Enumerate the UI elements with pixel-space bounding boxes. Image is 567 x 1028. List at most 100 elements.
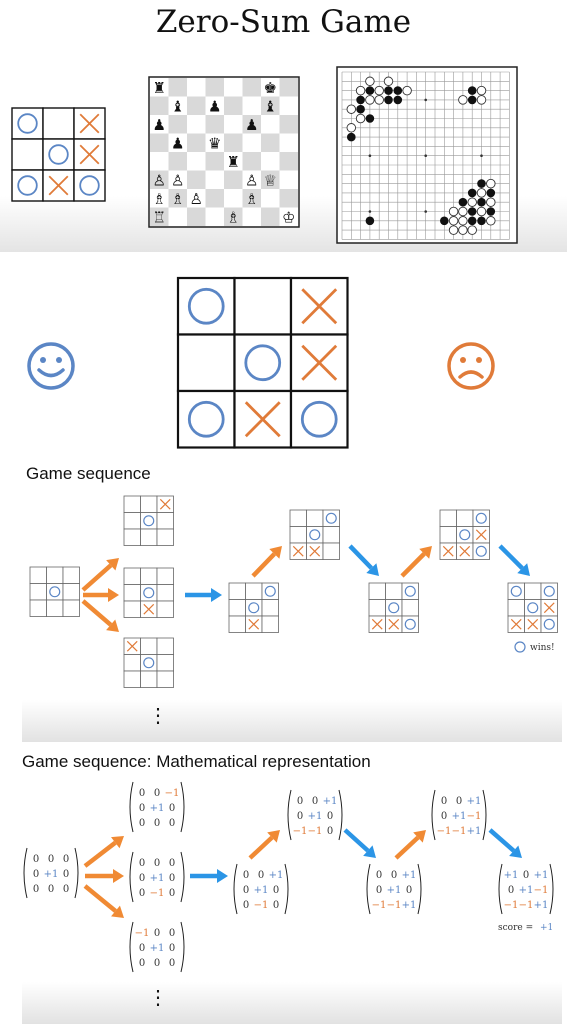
x-mark [301, 344, 338, 381]
o-mark [187, 400, 225, 438]
x-mark [371, 618, 383, 630]
board-cell [456, 526, 474, 544]
math-representation-heading: Game sequence: Mathematical representati… [22, 752, 371, 771]
o-mark [17, 113, 38, 134]
board-cell [306, 526, 324, 544]
chess-square [205, 189, 224, 208]
matrix-value: 0 [376, 870, 382, 881]
chess-square [205, 115, 224, 134]
chess-square [168, 96, 187, 115]
matrix-value: −1 [308, 826, 323, 837]
board-cell [140, 528, 158, 546]
arrow-head [113, 869, 124, 883]
chess-piece: ♙ [190, 190, 203, 208]
chess-square [261, 78, 280, 97]
x-mark [388, 618, 400, 630]
matrix-value: 0 [327, 811, 333, 822]
arrow-shaft [348, 544, 373, 570]
matrix-value: 0 [243, 900, 249, 911]
matrix-value: 0 [273, 885, 279, 896]
matrix-value: 0 [48, 854, 54, 865]
go-stone-black [458, 197, 468, 207]
matrix-value: +1 [269, 870, 284, 881]
board-cell [140, 637, 158, 655]
chess-piece: ♙ [171, 171, 184, 189]
board-cell [289, 526, 307, 544]
chess-square [261, 96, 280, 115]
board-cell [472, 509, 490, 527]
matrix-value: 0 [169, 858, 175, 869]
chess-square [187, 133, 206, 152]
chess-piece: ♔ [282, 208, 295, 226]
go-stone-white [365, 95, 375, 105]
board-cell [140, 495, 158, 513]
matrix-value: 0 [154, 788, 160, 799]
chess-square [242, 133, 261, 152]
board-cell [62, 566, 80, 584]
matrix-bracket [180, 851, 185, 903]
tictactoe-thumbnail [11, 107, 106, 202]
x-mark [248, 618, 260, 630]
o-mark [475, 512, 487, 524]
o-mark [543, 585, 555, 597]
matrix-bracket [417, 863, 422, 915]
arrow-head [106, 619, 119, 632]
board-cell [42, 138, 75, 171]
x-mark [309, 545, 321, 557]
chess-square [279, 115, 298, 134]
matrix-value: +1 [150, 943, 165, 954]
chess-square [261, 115, 280, 134]
matrix-value: −1 [467, 811, 482, 822]
go-stone-black [440, 216, 449, 226]
matrix-value: 0 [169, 943, 175, 954]
board-cell [289, 509, 307, 527]
matrix-value: 0 [441, 796, 447, 807]
matrix-value: +1 [402, 870, 417, 881]
board-cell [322, 526, 340, 544]
chess-piece: ♛ [208, 134, 221, 152]
matrix-value: 0 [139, 958, 145, 969]
board-cell [228, 615, 246, 633]
board-cell [306, 509, 324, 527]
chess-square [224, 170, 243, 189]
arrow-head [419, 546, 432, 559]
matrix-value: 0 [391, 870, 397, 881]
chess-square [261, 207, 280, 226]
go-stone-white [383, 76, 394, 87]
matrix-value: +1 [467, 826, 482, 837]
arrow-shaft [81, 599, 113, 627]
board-cell [156, 512, 174, 530]
matrix-value: 0 [456, 796, 462, 807]
board-cell [156, 670, 174, 688]
matrix-value: 0 [523, 870, 529, 881]
board-cell [322, 542, 340, 560]
chess-square [187, 170, 206, 189]
board-cell [123, 670, 141, 688]
go-star-point [368, 154, 372, 157]
go-stone-white [467, 225, 477, 235]
board-cell [156, 654, 174, 672]
matrix-value: 0 [63, 884, 69, 895]
board-cell [123, 654, 141, 672]
x-mark [48, 175, 69, 196]
chess-square [168, 170, 187, 189]
matrix-value: 0 [139, 788, 145, 799]
chess-piece: ♜ [227, 153, 240, 171]
go-stone-white [448, 216, 459, 226]
matrix-bracket [287, 789, 292, 841]
matrix-value: −1 [135, 928, 150, 939]
board-cell [289, 389, 349, 449]
arrow-shaft [343, 828, 370, 853]
board-cell [46, 599, 64, 617]
game-sequence-diagram: wins! ⋮ [29, 495, 558, 727]
go-star-point [424, 210, 427, 213]
matrix-sequence-diagram: 0 0 00 +1 00 0 00 0 −10 +1 00 0 00 0 00 +1 00 −1 0−1 0 00 +1 0… [23, 781, 554, 1009]
section2-band [22, 982, 562, 1024]
board-cell [176, 389, 236, 449]
go-stone-black [365, 216, 375, 226]
go-stone-black [477, 216, 486, 226]
matrix-value: +1 [150, 803, 165, 814]
arrow-shaft [248, 835, 274, 860]
chess-square [150, 189, 169, 208]
matrix-value: 0 [297, 796, 303, 807]
